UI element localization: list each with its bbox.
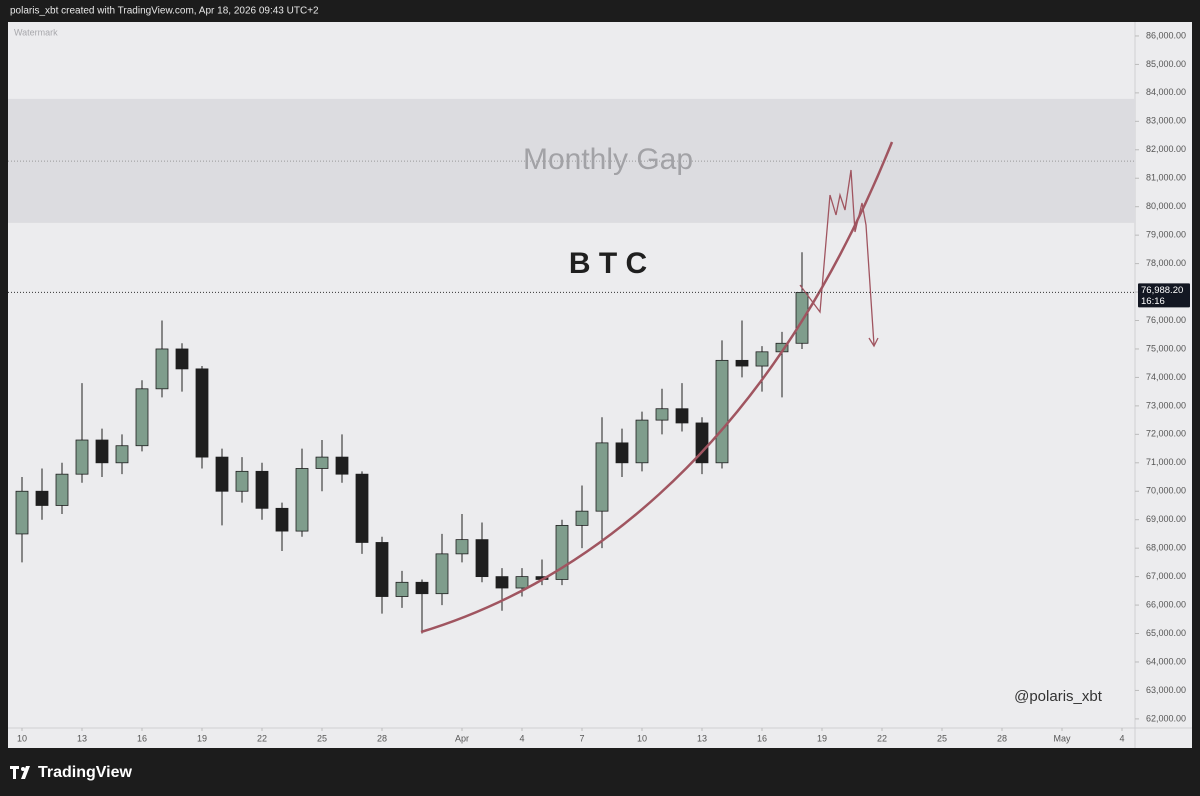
y-tick-label: 74,000.00: [1146, 372, 1186, 382]
tv-logo: [10, 766, 30, 779]
y-tick-label: 63,000.00: [1146, 685, 1186, 695]
candle-body: [15, 490, 29, 535]
candle-body: [375, 542, 389, 597]
candle-body: [755, 351, 769, 367]
x-tick-label: 16: [137, 733, 147, 743]
candle-body: [215, 456, 229, 492]
y-tick-label: 75,000.00: [1146, 343, 1186, 353]
y-tick-label: 62,000.00: [1146, 713, 1186, 723]
header: polaris_xbt created with TradingView.com…: [10, 6, 319, 17]
candle-body: [415, 581, 429, 595]
candle-body: [475, 539, 489, 578]
candle-body: [635, 419, 649, 464]
candle-body: [655, 408, 669, 421]
candle-body: [195, 368, 209, 458]
candle-body: [615, 442, 629, 464]
x-tick-label: 7: [579, 733, 584, 743]
brand: TradingView: [38, 764, 133, 781]
y-tick-label: 73,000.00: [1146, 400, 1186, 410]
x-tick-label: 22: [877, 733, 887, 743]
candle-body: [675, 408, 689, 424]
y-tick-label: 84,000.00: [1146, 87, 1186, 97]
y-tick-label: 67,000.00: [1146, 571, 1186, 581]
x-tick-label: 13: [77, 733, 87, 743]
x-tick-label: 25: [937, 733, 947, 743]
y-tick-label: 65,000.00: [1146, 628, 1186, 638]
candle-body: [695, 422, 709, 464]
candle-body: [175, 348, 189, 370]
forecast-arrow: [868, 337, 879, 348]
last-price-label: 76,988.20: [1141, 285, 1183, 296]
y-tick-label: 70,000.00: [1146, 486, 1186, 496]
candle-body: [595, 442, 609, 512]
x-tick-label: 4: [519, 733, 524, 743]
x-tick-label: Apr: [455, 733, 469, 743]
x-tick-label: 19: [817, 733, 827, 743]
x-tick-label: May: [1053, 733, 1071, 743]
y-tick-label: 69,000.00: [1146, 514, 1186, 524]
gap-label: Monthly Gap: [523, 143, 693, 176]
x-tick-label: 25: [317, 733, 327, 743]
x-tick-label: 10: [17, 733, 27, 743]
candle-body: [495, 576, 509, 589]
y-tick-label: 79,000.00: [1146, 230, 1186, 240]
y-tick-label: 78,000.00: [1146, 258, 1186, 268]
y-tick-label: 68,000.00: [1146, 543, 1186, 553]
last-price-box: [1138, 283, 1190, 308]
candle-body: [735, 359, 749, 367]
x-tick-label: 28: [997, 733, 1007, 743]
x-tick-label: 16: [757, 733, 767, 743]
x-tick-label: 10: [637, 733, 647, 743]
candle-body: [275, 507, 289, 532]
y-tick-label: 71,000.00: [1146, 457, 1186, 467]
candle-body: [395, 581, 409, 597]
y-tick-label: 86,000.00: [1146, 30, 1186, 40]
candle-body: [55, 473, 69, 506]
y-tick-label: 76,000.00: [1146, 315, 1186, 325]
forecast-path: [799, 169, 875, 346]
y-tick-label: 80,000.00: [1146, 201, 1186, 211]
candle-body: [435, 553, 449, 595]
chart-title: B T C: [569, 247, 647, 280]
candle-body: [575, 510, 589, 526]
candle-body: [255, 470, 269, 509]
y-tick-label: 82,000.00: [1146, 144, 1186, 154]
candle-body: [715, 359, 729, 464]
candle-body: [95, 439, 109, 464]
y-tick-label: 81,000.00: [1146, 173, 1186, 183]
watermark: Watermark: [14, 27, 58, 37]
candle-body: [315, 456, 329, 469]
candle-body: [35, 490, 49, 506]
y-tick-label: 66,000.00: [1146, 599, 1186, 609]
y-tick-label: 72,000.00: [1146, 429, 1186, 439]
candle-body: [75, 439, 89, 475]
candle-body: [235, 470, 249, 492]
y-tick-label: 64,000.00: [1146, 656, 1186, 666]
candle-body: [455, 539, 469, 555]
candle-body: [135, 388, 149, 447]
candle-body: [115, 445, 129, 464]
candle-body: [795, 291, 809, 344]
trend-curve: [420, 141, 894, 634]
signature: @polaris_xbt: [1014, 688, 1103, 705]
candle-body: [295, 468, 309, 532]
x-tick-label: 22: [257, 733, 267, 743]
x-tick-label: 28: [377, 733, 387, 743]
candle-body: [335, 456, 349, 475]
y-tick-label: 83,000.00: [1146, 116, 1186, 126]
countdown-label: 16:16: [1141, 296, 1165, 307]
y-tick-label: 85,000.00: [1146, 59, 1186, 69]
candle-body: [155, 348, 169, 390]
x-tick-label: 19: [197, 733, 207, 743]
candle-body: [355, 473, 369, 543]
x-tick-label: 4: [1119, 733, 1124, 743]
candle-body: [515, 576, 529, 589]
x-tick-label: 13: [697, 733, 707, 743]
